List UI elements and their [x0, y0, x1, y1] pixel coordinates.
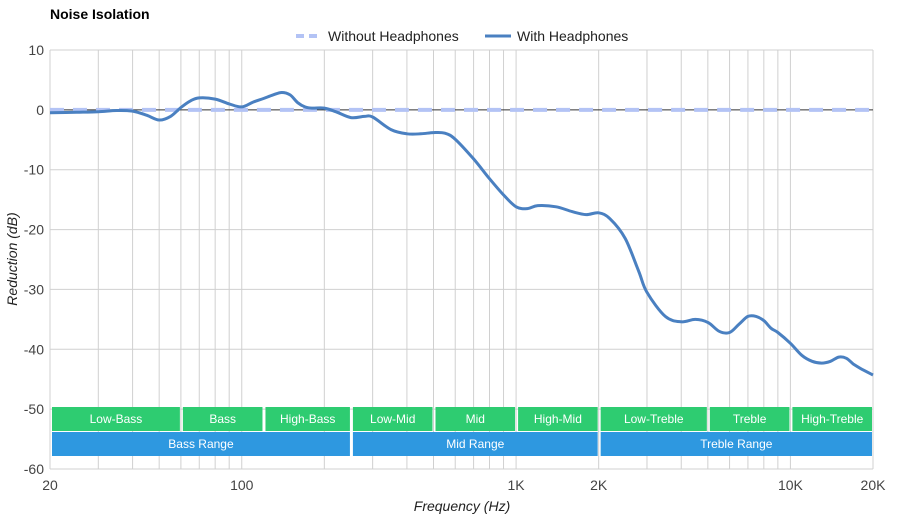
legend: Without Headphones With Headphones [296, 28, 628, 44]
y-tick-label: 0 [36, 102, 44, 118]
range-band-label: Treble Range [700, 437, 773, 451]
range-band-label: Bass Range [168, 437, 234, 451]
sub-range-band [182, 407, 263, 431]
legend-label-without-headphones: Without Headphones [328, 28, 459, 44]
y-tick-label: -50 [24, 401, 44, 417]
range-band [600, 432, 872, 456]
x-axis-title: Frequency (Hz) [414, 498, 510, 514]
sub-range-band [709, 407, 790, 431]
sub-range-band [352, 407, 433, 431]
range-band-label: Mid Range [446, 437, 504, 451]
chart-title: Noise Isolation [50, 6, 150, 22]
sub-range-band-label: Treble [733, 412, 767, 426]
x-tick-label: 20 [42, 477, 58, 493]
sub-range-band-label: Low-Mid [370, 412, 415, 426]
y-axis-title: Reduction (dB) [4, 212, 20, 305]
sub-range-band-label: High-Mid [534, 412, 582, 426]
sub-range-band-label: Low-Treble [624, 412, 684, 426]
sub-range-band-label: Bass [209, 412, 236, 426]
range-band [52, 432, 350, 456]
grid [49, 49, 874, 470]
y-tick-label: -10 [24, 162, 44, 178]
sub-range-band-label: Mid [466, 412, 485, 426]
sub-range-band-label: High-Bass [280, 412, 335, 426]
x-tick-label: 1K [508, 477, 526, 493]
y-tick-label: 10 [28, 42, 44, 58]
y-tick-label: -40 [24, 341, 44, 357]
sub-range-band-label: Low-Bass [90, 412, 143, 426]
x-tick-label: 10K [778, 477, 804, 493]
sub-range-band-label: High-Treble [801, 412, 864, 426]
sub-range-band [435, 407, 516, 431]
sub-range-band [518, 407, 598, 431]
x-tick-label: 100 [230, 477, 254, 493]
sub-range-band [265, 407, 350, 431]
sub-range-band [792, 407, 872, 431]
frequency-range-bands: Low-Bass Bass High-Bass Low-Mid Mid High-Mid L… [52, 407, 872, 456]
x-tick-label: 20K [861, 477, 887, 493]
x-tick-label: 2K [590, 477, 608, 493]
y-tick-label: -30 [24, 281, 44, 297]
range-band [352, 432, 598, 456]
y-tick-label: -60 [24, 461, 44, 477]
y-tick-label: -20 [24, 222, 44, 238]
sub-range-band [52, 407, 180, 431]
sub-range-band [600, 407, 707, 431]
legend-label-with-headphones: With Headphones [517, 28, 628, 44]
series-layer [49, 91, 874, 377]
with-headphones-line [49, 91, 874, 377]
